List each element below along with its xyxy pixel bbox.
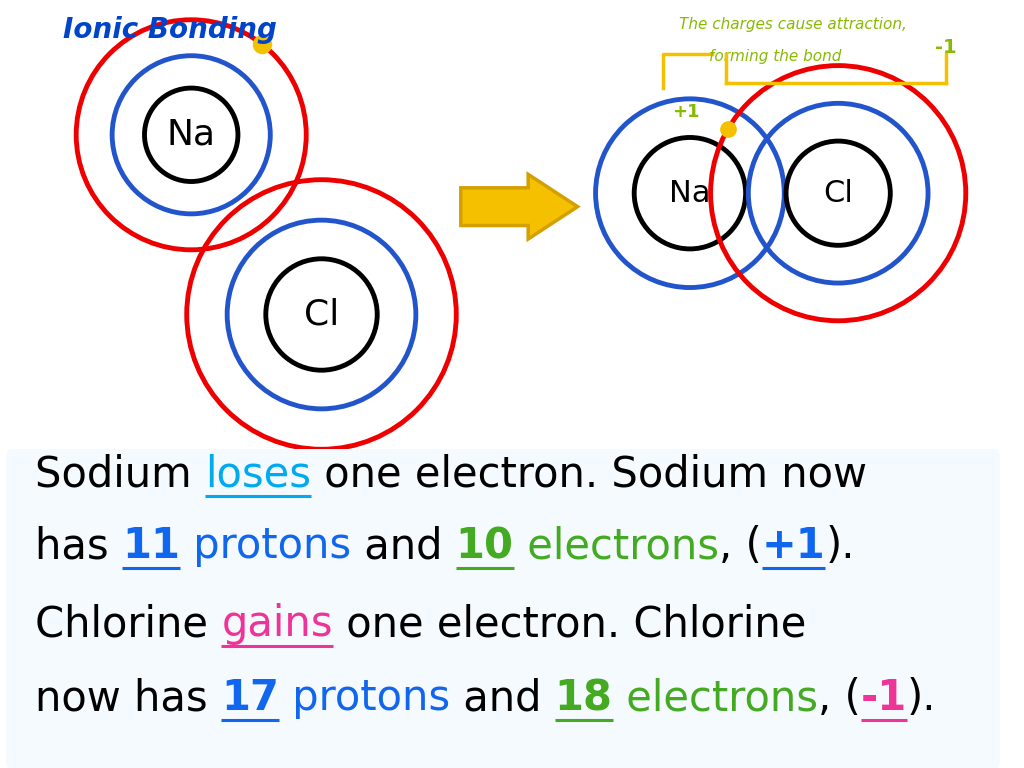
Text: one electron. Sodium now: one electron. Sodium now — [311, 453, 867, 495]
Text: , (: , ( — [719, 525, 762, 568]
Text: one electron. Chlorine: one electron. Chlorine — [333, 603, 806, 645]
Text: has: has — [35, 525, 122, 568]
Text: Ionic Bonding: Ionic Bonding — [62, 16, 276, 45]
Text: +1: +1 — [672, 104, 699, 121]
Text: Chlorine: Chlorine — [35, 603, 221, 645]
Text: Na: Na — [167, 118, 216, 152]
Text: gains: gains — [221, 603, 333, 645]
Text: electrons: electrons — [514, 525, 719, 568]
Text: Cl: Cl — [304, 297, 339, 332]
Text: protons: protons — [279, 677, 450, 719]
Text: forming the bond: forming the bond — [709, 49, 842, 64]
Text: +1: +1 — [762, 525, 825, 568]
Text: 11: 11 — [122, 525, 180, 568]
Text: 10: 10 — [456, 525, 514, 568]
Text: Sodium: Sodium — [35, 453, 205, 495]
Text: -1: -1 — [860, 677, 906, 719]
Text: loses: loses — [205, 453, 311, 495]
Text: electrons: electrons — [612, 677, 818, 719]
Text: protons: protons — [180, 525, 351, 568]
Text: -1: -1 — [935, 38, 956, 57]
Text: Cl: Cl — [823, 179, 853, 207]
Text: ).: ). — [825, 525, 855, 568]
Text: 17: 17 — [221, 677, 279, 719]
Text: Na: Na — [669, 179, 711, 207]
Text: 18: 18 — [555, 677, 612, 719]
Text: and: and — [351, 525, 456, 568]
Text: , (: , ( — [818, 677, 860, 719]
Text: The charges cause attraction,: The charges cause attraction, — [679, 17, 907, 31]
Text: now has: now has — [35, 677, 221, 719]
FancyArrow shape — [461, 174, 578, 239]
FancyBboxPatch shape — [6, 446, 1000, 768]
Text: ).: ). — [906, 677, 936, 719]
Text: and: and — [450, 677, 555, 719]
